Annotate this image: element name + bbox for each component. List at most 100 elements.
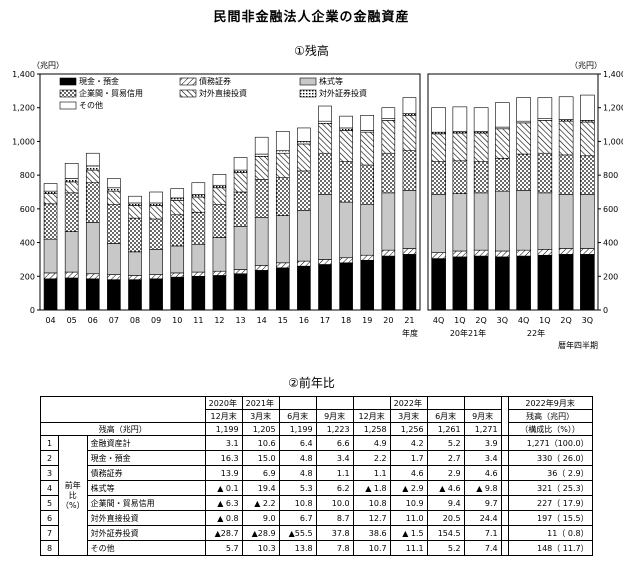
- bar-cash-1-6: [558, 254, 574, 311]
- bar-equity-0-15: [360, 204, 375, 256]
- bar-other-1-2: [473, 107, 489, 132]
- row-value-4-0: ▲ 0.1: [204, 480, 243, 496]
- bar-portfolio-0-9: [233, 169, 248, 173]
- bar-other-0-14: [339, 115, 353, 129]
- y-tick-label-right-7: 1,400: [603, 70, 623, 79]
- bar-equity-0-0: [43, 238, 58, 274]
- bar-equity-0-17: [402, 190, 417, 249]
- row-value-7-4: 38.6: [352, 525, 391, 541]
- unit-label-left: （兆円）: [32, 60, 64, 70]
- row-value-7-3: 37.8: [315, 525, 354, 541]
- bar-equity-0-2: [85, 222, 100, 275]
- bar-fdi-0-17: [402, 115, 417, 152]
- bar-debt-0-4: [128, 275, 142, 280]
- year-label-2022: 22年: [527, 328, 545, 338]
- row-value-8-2: 13.8: [278, 540, 317, 556]
- table-row: 2020年 2021年 2022年 2022年9月末: [40, 396, 593, 436]
- bar-trade-credit-0-14: [339, 161, 353, 203]
- bar-other-1-0: [431, 107, 446, 133]
- bar-trade-credit-0-0: [43, 203, 58, 240]
- row-label-5: 企業間・貿易信用: [86, 495, 206, 511]
- x-tick-label-0-3: 07: [109, 316, 119, 325]
- x-tick-label-0-16: 20: [383, 316, 393, 325]
- row-value-4-2: 5.3: [278, 480, 317, 496]
- bar-equity-0-16: [381, 192, 396, 251]
- row-value-8-4: 10.7: [352, 540, 391, 556]
- row-value-6-4: 12.7: [352, 510, 391, 526]
- bar-equity-1-2: [473, 192, 489, 251]
- row-value-1-1: 10.6: [241, 435, 280, 451]
- bar-trade-credit-1-3: [495, 157, 510, 192]
- bar-trade-credit-0-10: [254, 179, 269, 218]
- legend-label-other: その他: [79, 100, 103, 110]
- row-balance-4: 321（ 25.3）: [507, 480, 593, 496]
- balance-value-4: 1,258: [352, 422, 391, 436]
- bar-portfolio-0-4: [128, 202, 142, 206]
- row-value-1-7: 3.9: [463, 435, 502, 451]
- row-value-5-7: 9.7: [463, 495, 502, 511]
- row-value-4-1: 19.4: [241, 480, 280, 496]
- bar-cash-0-4: [128, 279, 142, 311]
- balance-value-0: 1,199: [204, 422, 243, 436]
- y-tick-label-right-0: 0: [603, 306, 608, 315]
- x-tick-label-0-15: 19: [362, 316, 372, 325]
- bar-portfolio-0-12: [297, 141, 311, 145]
- bar-portfolio-0-5: [149, 202, 163, 206]
- bar-cash-0-7: [191, 275, 206, 311]
- row-balance-3: 36（ 2.9）: [507, 465, 593, 481]
- bar-cash-0-3: [107, 279, 121, 311]
- bar-other-0-12: [297, 127, 311, 142]
- row-label-3: 債務証券: [86, 465, 206, 481]
- bar-trade-credit-1-0: [431, 161, 446, 195]
- bar-trade-credit-0-17: [402, 150, 417, 191]
- gap-cell: [500, 510, 509, 526]
- balance-value-6: 1,261: [426, 422, 465, 436]
- bar-trade-credit-1-1: [452, 160, 468, 194]
- bar-cash-0-2: [85, 278, 100, 311]
- bar-cash-0-9: [233, 273, 248, 311]
- unit-label-right: （兆円）: [570, 60, 602, 70]
- bar-equity-0-14: [339, 201, 353, 259]
- table-row: 6 対外直接投資 ▲ 0.8 9.0 6.7 8.7 12.7 11.0 20.5 24.4 197…: [40, 510, 593, 526]
- bar-cash-0-1: [64, 277, 79, 311]
- gap-cell: [500, 495, 509, 511]
- bar-trade-credit-0-12: [297, 170, 311, 211]
- row-value-1-6: 5.2: [426, 435, 465, 451]
- legend-label-cash: 現金・預金: [79, 76, 119, 86]
- bar-fdi-0-6: [170, 200, 185, 216]
- bar-equity-1-4: [516, 190, 531, 251]
- x-tick-label-0-7: 11: [193, 316, 203, 325]
- header-year-3: [315, 396, 354, 410]
- row-balance-6: 197（ 15.5）: [507, 510, 593, 526]
- year-label-2020-2021: 20年21年: [450, 328, 486, 338]
- bar-portfolio-0-8: [212, 184, 227, 189]
- bar-fdi-0-7: [191, 196, 206, 213]
- bar-cash-1-0: [431, 258, 446, 311]
- bar-other-0-17: [402, 97, 417, 114]
- bar-cash-0-6: [170, 276, 185, 311]
- bar-fdi-0-0: [43, 193, 58, 205]
- x-tick-label-0-17: 21: [404, 316, 414, 325]
- x-axis-title-left: 年度: [402, 328, 418, 338]
- balance-value-5: 1,256: [389, 422, 428, 436]
- row-balance-7: 11（ 0.8）: [507, 525, 593, 541]
- y-tick-label-left-4: 800: [20, 171, 35, 180]
- x-tick-label-1-1: 1Q: [454, 316, 465, 325]
- table-row: 12月末 3月末 6月末 9月末 12月末 3月末 6月末 9月末 残高（兆円）: [41, 409, 593, 423]
- bar-debt-0-14: [339, 257, 353, 264]
- bar-portfolio-0-7: [191, 194, 206, 198]
- x-tick-label-1-5: 1Q: [539, 316, 550, 325]
- bar-cash-0-12: [297, 265, 311, 311]
- bar-other-0-13: [318, 105, 332, 122]
- bar-equity-0-9: [233, 226, 248, 270]
- row-value-8-3: 7.8: [315, 540, 354, 556]
- bar-debt-1-1: [452, 250, 468, 258]
- corner-cell: [40, 396, 206, 423]
- row-value-1-0: 3.1: [204, 435, 243, 451]
- bar-other-1-7: [580, 94, 595, 121]
- bar-equity-1-0: [431, 194, 446, 253]
- legend-swatch-trade-credit: [59, 89, 77, 98]
- x-tick-label-0-6: 10: [172, 316, 182, 325]
- legend-swatch-equity: [299, 77, 317, 86]
- bar-fdi-0-11: [275, 152, 290, 178]
